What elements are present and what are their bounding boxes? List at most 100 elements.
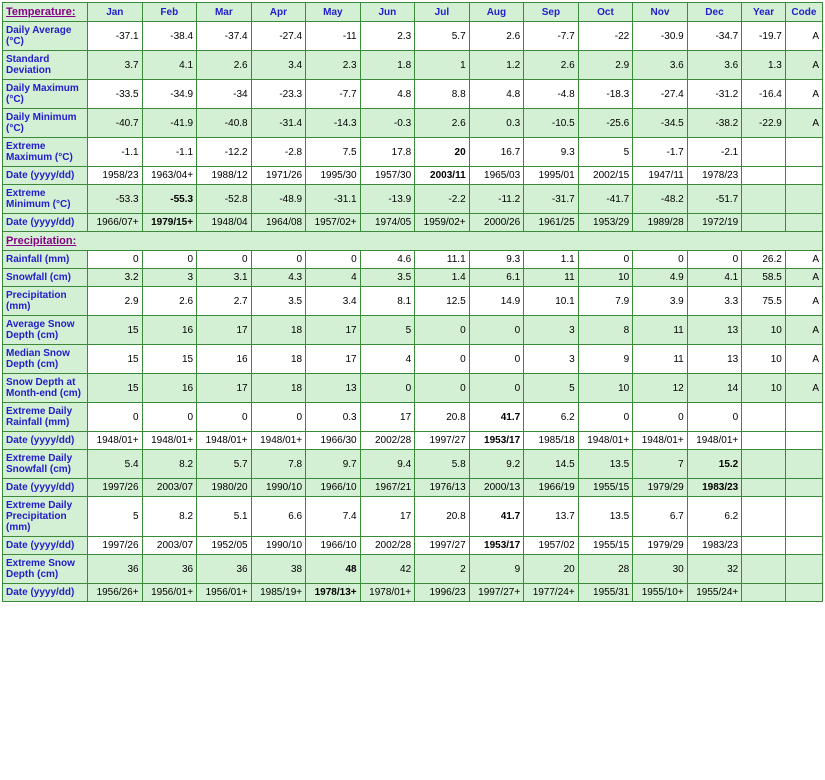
- data-cell: [785, 403, 822, 432]
- data-cell: [785, 432, 822, 450]
- data-cell: 9.7: [306, 450, 361, 479]
- data-cell: 13.5: [578, 450, 633, 479]
- data-cell: 4.3: [251, 269, 306, 287]
- row-label: Extreme Daily Precipitation (mm): [3, 497, 88, 537]
- data-cell: 16.7: [469, 138, 524, 167]
- data-cell: -31.1: [306, 185, 361, 214]
- row-label: Median Snow Depth (cm): [3, 345, 88, 374]
- data-cell: 12: [633, 374, 688, 403]
- data-cell: 1957/30: [360, 167, 415, 185]
- data-cell: 1957/02+: [306, 214, 361, 232]
- row-label: Precipitation (mm): [3, 287, 88, 316]
- row-label: Date (yyyy/dd): [3, 537, 88, 555]
- data-cell: 7.9: [578, 287, 633, 316]
- data-cell: 1955/31: [578, 584, 633, 602]
- section-header-precipitation: Precipitation:: [3, 232, 823, 251]
- data-cell: 11: [633, 345, 688, 374]
- data-cell: 28: [578, 555, 633, 584]
- data-cell: 75.5: [742, 287, 786, 316]
- data-cell: 14.5: [524, 450, 579, 479]
- col-header: May: [306, 3, 361, 22]
- data-cell: -31.7: [524, 185, 579, 214]
- data-cell: 0: [197, 251, 252, 269]
- data-cell: 8.8: [415, 80, 470, 109]
- data-cell: 17: [197, 374, 252, 403]
- data-cell: 1997/27: [415, 537, 470, 555]
- data-cell: 36: [142, 555, 197, 584]
- col-header: Year: [742, 3, 786, 22]
- data-cell: 0: [415, 374, 470, 403]
- row-label: Average Snow Depth (cm): [3, 316, 88, 345]
- data-cell: 2.6: [142, 287, 197, 316]
- data-cell: 0: [687, 403, 742, 432]
- data-cell: 1952/05: [197, 537, 252, 555]
- data-cell: 1959/02+: [415, 214, 470, 232]
- data-cell: 9.4: [360, 450, 415, 479]
- table-row: Extreme Daily Precipitation (mm)58.25.16…: [3, 497, 823, 537]
- col-header: Dec: [687, 3, 742, 22]
- data-cell: 1948/04: [197, 214, 252, 232]
- data-cell: 0: [142, 251, 197, 269]
- data-cell: 1957/02: [524, 537, 579, 555]
- data-cell: 2003/11: [415, 167, 470, 185]
- data-cell: 2003/07: [142, 537, 197, 555]
- data-cell: [785, 167, 822, 185]
- data-cell: [785, 138, 822, 167]
- data-cell: 4: [360, 345, 415, 374]
- col-header: Jun: [360, 3, 415, 22]
- data-cell: 1983/23: [687, 537, 742, 555]
- data-cell: [785, 497, 822, 537]
- data-cell: -11.2: [469, 185, 524, 214]
- data-cell: 2000/26: [469, 214, 524, 232]
- data-cell: 4: [306, 269, 361, 287]
- table-row: Daily Maximum (°C)-33.5-34.9-34-23.3-7.7…: [3, 80, 823, 109]
- data-cell: 13: [687, 316, 742, 345]
- row-label: Extreme Maximum (°C): [3, 138, 88, 167]
- data-cell: 0: [306, 251, 361, 269]
- data-cell: -1.7: [633, 138, 688, 167]
- data-cell: 2.3: [306, 51, 361, 80]
- data-cell: [742, 497, 786, 537]
- data-cell: 9.2: [469, 450, 524, 479]
- data-cell: -48.9: [251, 185, 306, 214]
- data-cell: 3.5: [251, 287, 306, 316]
- data-cell: -31.4: [251, 109, 306, 138]
- data-cell: 0: [469, 374, 524, 403]
- data-cell: -41.9: [142, 109, 197, 138]
- data-cell: 3.7: [88, 51, 143, 80]
- data-cell: 4.1: [142, 51, 197, 80]
- data-cell: 2.6: [197, 51, 252, 80]
- data-cell: 17.8: [360, 138, 415, 167]
- data-cell: [785, 584, 822, 602]
- data-cell: [742, 584, 786, 602]
- data-cell: 42: [360, 555, 415, 584]
- data-cell: 11: [524, 269, 579, 287]
- data-cell: -34.5: [633, 109, 688, 138]
- data-cell: 1.2: [469, 51, 524, 80]
- data-cell: A: [785, 269, 822, 287]
- row-label: Daily Average (°C): [3, 22, 88, 51]
- data-cell: 7.5: [306, 138, 361, 167]
- data-cell: 1948/01+: [88, 432, 143, 450]
- table-row: Daily Minimum (°C)-40.7-41.9-40.8-31.4-1…: [3, 109, 823, 138]
- data-cell: 0: [88, 251, 143, 269]
- data-cell: -18.3: [578, 80, 633, 109]
- data-cell: 15.2: [687, 450, 742, 479]
- climate-data-table: Temperature:JanFebMarAprMayJunJulAugSepO…: [2, 2, 823, 602]
- data-cell: 7.4: [306, 497, 361, 537]
- data-cell: 15: [88, 345, 143, 374]
- data-cell: 17: [306, 345, 361, 374]
- data-cell: [742, 479, 786, 497]
- data-cell: 1979/29: [633, 537, 688, 555]
- data-cell: 13.7: [524, 497, 579, 537]
- table-row: Average Snow Depth (cm)15161718175003811…: [3, 316, 823, 345]
- data-cell: 3.6: [687, 51, 742, 80]
- table-row: Precipitation (mm)2.92.62.73.53.48.112.5…: [3, 287, 823, 316]
- row-label: Date (yyyy/dd): [3, 167, 88, 185]
- data-cell: -51.7: [687, 185, 742, 214]
- data-cell: -52.8: [197, 185, 252, 214]
- table-header: Temperature:JanFebMarAprMayJunJulAugSepO…: [3, 3, 823, 22]
- data-cell: 1964/08: [251, 214, 306, 232]
- row-label: Date (yyyy/dd): [3, 479, 88, 497]
- data-cell: 1967/21: [360, 479, 415, 497]
